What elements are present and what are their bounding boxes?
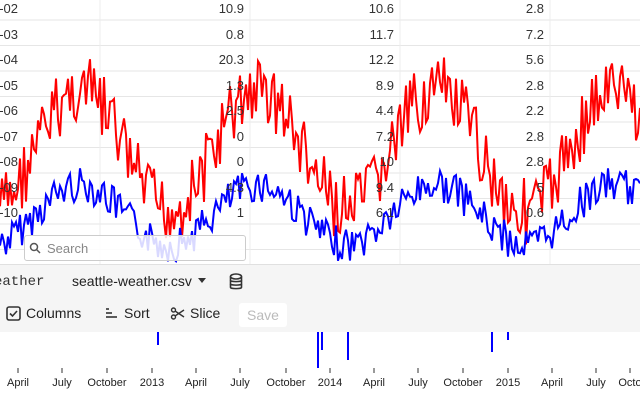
x-axis-tick-label: April	[7, 377, 29, 389]
table-cell-date: 1-10	[0, 205, 19, 220]
table-cell-temp-min: 5.6	[525, 52, 544, 67]
table-cell-precipitation: 1.3	[225, 77, 244, 93]
table-cell-temp-min: 2.8	[525, 128, 544, 144]
table-cell-temp-min: 2.8	[525, 154, 544, 169]
table-cell-precipitation: 10.9	[218, 1, 244, 16]
table-cell-date: 1-07	[0, 128, 19, 144]
columns-label: Columns	[26, 305, 82, 321]
view-toolbar: Columns Sort Slice Save	[0, 298, 640, 332]
slice-label: Slice	[190, 305, 221, 321]
table-cell-temp-min: 2.8	[525, 1, 544, 16]
x-axis-tick-label: July	[408, 377, 428, 389]
table-cell-date: 1-04	[0, 52, 19, 67]
x-axis-tick-label: July	[52, 377, 72, 389]
columns-button[interactable]: Columns	[6, 305, 81, 321]
table-cell-temp-max: 10.6	[368, 1, 394, 16]
slice-button[interactable]: Slice	[170, 305, 220, 321]
scissors-icon	[170, 306, 185, 320]
table-cell-precipitation: 4.3	[225, 179, 244, 195]
table-cell-precipitation: 2.5	[225, 103, 244, 118]
sort-button[interactable]: Sort	[104, 305, 150, 321]
table-cell-temp-min: 0.6	[525, 205, 544, 220]
x-axis-tick-label: 2015	[496, 377, 520, 389]
table-cell-temp-min: 2.8	[525, 77, 544, 93]
x-axis-tick-label: July	[230, 377, 250, 389]
search-input[interactable]	[45, 239, 229, 257]
save-button[interactable]: Save	[239, 303, 287, 327]
dataset-name: eather	[0, 274, 45, 290]
x-axis-tick-label: July	[586, 377, 606, 389]
table-cell-precipitation: 0.8	[225, 26, 244, 42]
x-axis-tick-label: 2014	[318, 377, 342, 389]
precipitation-spikes	[157, 332, 509, 368]
x-axis-tick-label: October	[266, 377, 305, 389]
table-cell-temp-max: 7.2	[375, 128, 394, 144]
table-cell-temp-max: 11.7	[369, 26, 394, 42]
table-cell-date: 1-09	[0, 179, 19, 195]
table-cell-date: 1-06	[0, 103, 19, 118]
table-cell-temp-max: 6.1	[375, 205, 394, 220]
checkbox-icon	[6, 305, 21, 321]
table-cell-precipitation: 0	[236, 128, 244, 144]
table-cell-temp-min: 7.2	[525, 26, 544, 42]
database-icon[interactable]	[228, 273, 244, 291]
sort-icon	[106, 307, 117, 318]
caret-down-icon	[197, 278, 206, 283]
table-cell-temp-max: 8.9	[375, 77, 394, 93]
table-cell-date: 1-02	[0, 1, 19, 16]
table-cell-date: 1-05	[0, 77, 19, 93]
file-name: seattle-weather.csv	[72, 273, 192, 289]
x-axis-tick-label: October	[87, 377, 126, 389]
table-cell-temp-max: 9.4	[375, 179, 394, 195]
x-axis-tick-label: April	[541, 377, 563, 389]
temp-max-series-line	[0, 57, 640, 245]
search-icon	[29, 242, 41, 254]
table-cell-date: 1-08	[0, 154, 19, 169]
table-cell-precipitation: 0	[236, 154, 244, 169]
x-axis-tick-label: Octo	[618, 377, 640, 389]
x-axis-tick-label: April	[185, 377, 207, 389]
table-cell-temp-max: 10	[379, 154, 394, 169]
file-select-dropdown[interactable]: seattle-weather.csv	[72, 273, 206, 289]
temp-min-series-line	[0, 167, 640, 264]
table-cell-precipitation: 1	[236, 205, 244, 220]
table-cell-temp-max: 12.2	[368, 52, 394, 67]
table-cell-temp-max: 4.4	[375, 103, 394, 118]
sort-label: Sort	[124, 305, 150, 321]
table-cell-temp-min: 2.2	[525, 103, 544, 118]
dataset-toolbar: eather seattle-weather.csv	[0, 264, 640, 299]
table-cell-temp-min: 5	[536, 179, 544, 195]
x-axis-tick-label: October	[443, 377, 482, 389]
x-axis-tick-label: 2013	[140, 377, 164, 389]
x-axis-tick-label: April	[363, 377, 385, 389]
table-cell-precipitation: 20.3	[218, 52, 244, 67]
table-cell-date: 1-03	[0, 26, 19, 42]
search-box[interactable]	[24, 235, 246, 261]
